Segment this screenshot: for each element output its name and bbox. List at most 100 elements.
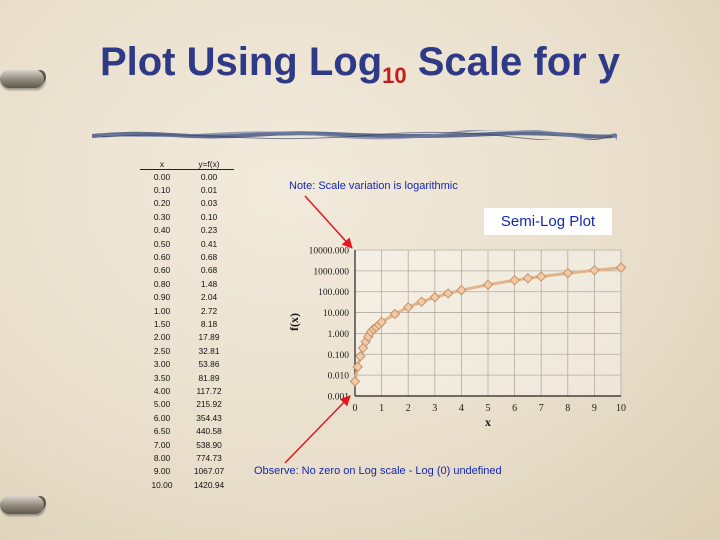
table-row: 0.30 0.10 [140,210,234,223]
data-point-marker [376,316,387,328]
cell-x: 0.60 [153,265,171,276]
cell-x: 7.00 [153,439,171,450]
table-row: 10.00 1420.94 [140,478,234,491]
cell-x: 0.50 [153,238,171,249]
cell-x: 2.00 [153,332,171,343]
cell-fx: 538.90 [196,439,222,450]
note-annotation: Note: Scale variation is logarithmic [289,180,458,192]
cell-fx: 0.00 [200,171,218,182]
cell-fx: 1067.07 [193,466,225,477]
cell-x: 0.10 [153,185,171,196]
data-point-marker [562,268,573,279]
cell-x: 9.00 [153,466,171,477]
table-row: 7.00 538.90 [140,438,234,451]
cell-fx: 2.04 [200,292,218,303]
y-tick-label: 0.100 [328,351,350,361]
chart-series [349,262,627,387]
cell-fx: 1.48 [200,278,218,289]
binder-ring-bottom [0,496,44,514]
cell-fx: 0.01 [200,185,218,196]
cell-x: 0.60 [153,252,171,263]
cell-x: 1.50 [153,318,171,329]
x-tick-label: 6 [512,403,517,414]
y-axis-label: f(x) [287,313,301,331]
cell-x: 4.00 [153,385,171,396]
y-tick-label: 10000.000 [309,247,350,257]
cell-fx: 0.68 [200,265,218,276]
x-tick-label: 10 [616,403,626,414]
table-row: 0.00 0.00 [140,170,234,184]
observe-arrow [284,395,351,464]
semi-log-label: Semi-Log Plot [484,208,612,235]
data-point-marker [352,361,363,373]
data-point-marker [403,302,414,313]
cell-x: 0.30 [153,211,171,222]
title-rest: Scale for y [406,40,621,84]
cell-x: 6.00 [153,412,171,423]
x-tick-label: 2 [406,403,411,414]
table-row: 0.80 1.48 [140,277,234,290]
cell-fx: 215.92 [196,399,222,410]
chart-axes [354,250,621,397]
table-row: 2.00 17.89 [140,331,234,344]
binder-ring-top [0,70,44,88]
y-tick-label: 1000.000 [313,267,349,277]
cell-x: 1.00 [153,305,171,316]
cell-fx: 2.72 [200,305,218,316]
cell-fx: 117.72 [196,385,222,396]
cell-fx: 0.23 [200,225,218,236]
table-row: 5.00 215.92 [140,398,234,411]
observe-annotation: Observe: No zero on Log scale - Log (0) … [254,465,502,477]
cell-x: 2.50 [153,345,171,356]
cell-x: 8.00 [153,452,171,463]
y-tick-label: 10.000 [323,309,349,319]
table-row: 4.00 117.72 [140,384,234,397]
data-point-marker [615,262,627,273]
y-tick-label: 0.010 [328,372,350,382]
cell-x: 0.40 [153,225,171,236]
cell-x: 6.50 [153,426,171,437]
cell-fx: 0.03 [200,198,218,209]
chart-tick-labels: 0 1 2 3 4 5 6 7 8 9 10 0.001 0.010 0.100 1.000 10.000 10… [309,247,626,415]
table-row: 0.10 0.01 [140,183,234,196]
table-row: 0.90 2.04 [140,291,234,304]
cell-fx: 1420.94 [193,479,225,490]
table-row: 1.00 2.72 [140,304,234,317]
data-point-marker [522,273,534,284]
decorative-divider [92,130,617,140]
cell-fx: 53.86 [198,359,220,370]
data-table: x y=f(x) 0.00 0.00 0.10 0.01 0.20 0.03 0.30 0.1… [140,159,234,491]
cell-x: 10.00 [151,479,173,490]
table-body: 0.00 0.00 0.10 0.01 0.20 0.03 0.30 0.10 0.40 0.23… [140,170,234,492]
x-tick-label: 5 [486,403,491,414]
table-row: 0.20 0.03 [140,197,234,210]
table-row: 0.40 0.23 [140,224,234,237]
table-row: 6.50 440.58 [140,424,234,437]
cell-fx: 0.10 [200,211,218,222]
table-row: 0.60 0.68 [140,250,234,263]
cell-fx: 354.43 [196,412,222,423]
data-point-marker [389,308,401,320]
y-tick-label: 0.001 [328,393,350,403]
data-point-marker [429,292,440,303]
cell-x: 0.20 [153,198,171,209]
cell-fx: 0.68 [200,252,218,263]
x-tick-label: 9 [592,403,597,414]
data-point-marker [589,265,600,276]
table-row: 9.00 1067.07 [140,465,234,478]
cell-x: 0.80 [153,278,171,289]
table-row: 1.50 8.18 [140,317,234,330]
table-row: 3.50 81.89 [140,371,234,384]
table-row: 8.00 774.73 [140,451,234,464]
x-tick-label: 7 [539,403,544,414]
table-row: 3.00 53.86 [140,357,234,370]
data-point-marker [416,296,427,307]
cell-fx: 0.41 [200,238,218,249]
cell-fx: 440.58 [196,426,222,437]
cell-x: 5.00 [153,399,171,410]
cell-x: 0.00 [153,171,171,182]
column-header-x: x [140,159,184,170]
cell-fx: 8.18 [200,318,218,329]
x-axis-label: x [485,415,491,429]
data-point-marker [349,376,361,387]
